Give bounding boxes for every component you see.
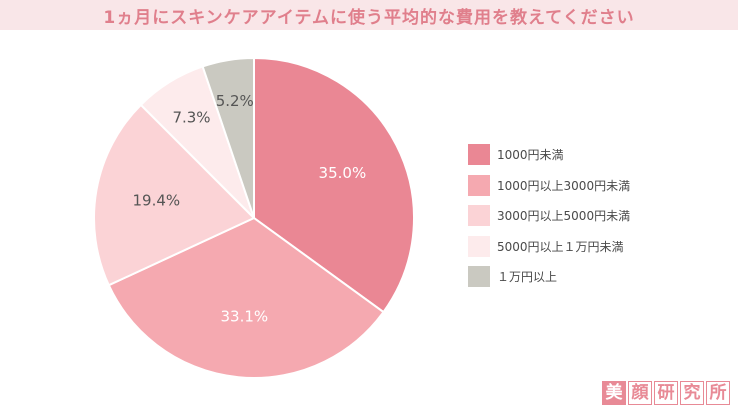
slice-value-label-3: 19.4% bbox=[133, 192, 181, 210]
slice-value-label-2: 33.1% bbox=[221, 308, 269, 326]
chart-title: 1ヵ月にスキンケアアイテムに使う平均的な費用を教えてください bbox=[103, 7, 635, 28]
brand-char: 究 bbox=[680, 381, 704, 405]
legend-label: 1000円未満 bbox=[497, 148, 564, 162]
legend-swatch bbox=[468, 144, 490, 165]
brand-logo: 美顔研究所 bbox=[602, 381, 730, 405]
legend-swatch bbox=[468, 235, 490, 257]
pie-slice-1 bbox=[253, 56, 415, 314]
title-bar: 1ヵ月にスキンケアアイテムに使う平均的な費用を教えてください bbox=[0, 0, 738, 30]
legend-item-4: 5000円以上１万円未満 bbox=[468, 235, 698, 257]
pie-slice-5 bbox=[201, 56, 255, 219]
legend-label: 1000円以上3000円未満 bbox=[497, 178, 631, 193]
slice-value-label-4: 7.3% bbox=[172, 108, 210, 126]
brand-char: 美 bbox=[602, 381, 626, 405]
legend-item-2: 1000円以上3000円未満 bbox=[468, 174, 698, 196]
legend-item-3: 3000円以上5000円未満 bbox=[468, 205, 698, 226]
legend-swatch bbox=[468, 174, 490, 196]
brand-char: 研 bbox=[654, 381, 678, 405]
legend-label: 3000円以上5000円未満 bbox=[497, 209, 631, 223]
slice-value-label-5: 5.2% bbox=[216, 92, 254, 110]
legend: 1000円未満 1000円以上3000円未満 3000円以上5000円未満 5000円… bbox=[468, 144, 698, 297]
legend-label: 5000円以上１万円未満 bbox=[497, 239, 624, 254]
slice-value-label-1: 35.0% bbox=[319, 164, 367, 182]
pie-slice-2 bbox=[107, 216, 385, 379]
brand-char: 所 bbox=[706, 381, 730, 405]
legend-item-1: 1000円未満 bbox=[468, 144, 698, 165]
legend-label: １万円以上 bbox=[497, 270, 558, 284]
pie-slice-3 bbox=[93, 103, 256, 287]
brand-char: 顔 bbox=[628, 381, 652, 405]
legend-item-5: １万円以上 bbox=[468, 266, 698, 287]
legend-swatch bbox=[468, 266, 490, 287]
legend-swatch bbox=[468, 205, 490, 226]
